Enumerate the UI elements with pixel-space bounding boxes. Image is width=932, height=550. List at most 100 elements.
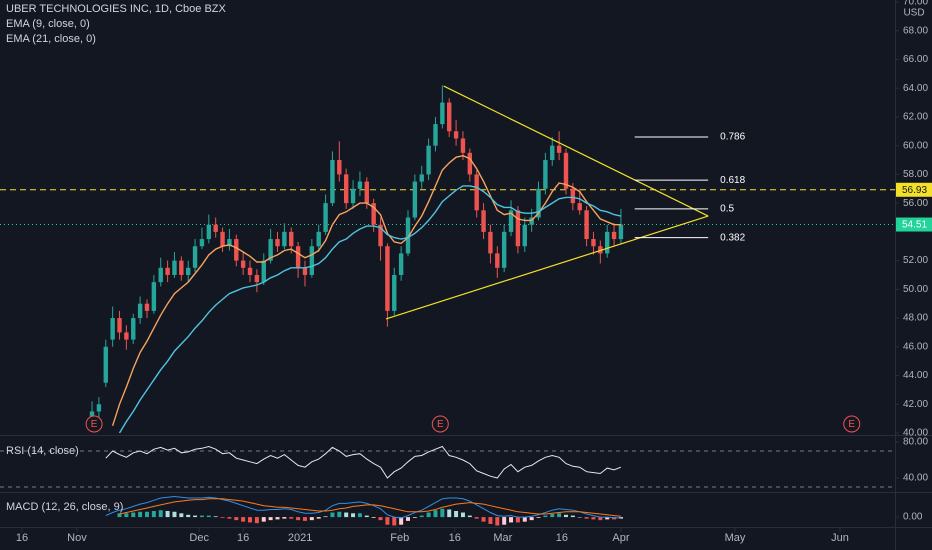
candle-body (412, 181, 418, 218)
signal-line (119, 498, 621, 517)
x-tick-label: May (725, 532, 746, 544)
candle-body (117, 318, 122, 333)
candle-body (550, 145, 555, 161)
histogram-bar (460, 512, 465, 518)
candle-body (247, 267, 253, 275)
x-tick-label: 16 (237, 532, 249, 544)
histogram-bar (234, 517, 239, 521)
price-label-box (896, 217, 932, 232)
event-marker (843, 415, 861, 433)
y-tick-label: 40.00 (903, 473, 928, 484)
histogram-bar (302, 517, 307, 521)
candle-body (254, 274, 260, 283)
histogram-bar (351, 513, 356, 518)
histogram-bar (378, 517, 383, 521)
candle-body (206, 224, 212, 240)
x-tick-label: Apr (612, 532, 629, 544)
candle-body (577, 203, 582, 211)
macd-line (105, 495, 621, 519)
candle-body (179, 260, 184, 275)
histogram-bar (151, 511, 156, 518)
candle-body (591, 239, 596, 247)
price-label: 56.93 (902, 185, 927, 196)
candle-body (110, 318, 115, 340)
event-marker (85, 415, 103, 433)
candle-body (295, 246, 301, 268)
candle-body (563, 152, 569, 189)
histogram-bar (248, 517, 253, 523)
trendline (385, 215, 709, 320)
candle-body (604, 231, 610, 254)
y-tick-label: 68.00 (903, 25, 928, 36)
candle-body (234, 239, 239, 261)
candle-body (137, 303, 143, 319)
y-tick-label: 50.00 (903, 284, 928, 295)
candle-body (618, 224, 624, 240)
candle-body (289, 231, 294, 247)
histogram-bar (268, 517, 273, 521)
x-tick-label: 16 (16, 532, 28, 544)
histogram-bar (406, 517, 411, 521)
histogram-bar (158, 510, 163, 518)
candle-body (172, 260, 177, 275)
event-label: E (848, 419, 855, 430)
y-tick-label: 52.00 (903, 255, 928, 266)
candle-body (309, 246, 315, 275)
candle-body (275, 239, 280, 247)
candle-body (385, 246, 390, 311)
x-tick-label: 2021 (288, 532, 312, 544)
y-tick-label: 70.00 (903, 0, 928, 8)
rsi-line (105, 445, 622, 479)
event-label: E (91, 419, 98, 430)
fib-label: 0.382 (720, 232, 745, 243)
legend-entry: EMA (21, close, 0) (6, 33, 96, 45)
macd-panel (105, 495, 623, 526)
histogram-bar (488, 517, 493, 524)
candle-body (398, 253, 404, 275)
histogram-bar (605, 517, 610, 520)
candle-body (488, 231, 493, 254)
candle-body (495, 253, 500, 268)
histogram-bar (385, 517, 390, 525)
fib-label: 0.786 (720, 132, 745, 143)
candle-body (151, 282, 157, 311)
x-tick-label: Feb (390, 532, 409, 544)
histogram-bar (440, 508, 445, 518)
histogram-bar (282, 517, 287, 519)
x-tick-label: 16 (449, 532, 461, 544)
histogram-bar (598, 517, 603, 521)
candle-body (144, 303, 150, 311)
candle-body (302, 267, 308, 275)
candle-body (419, 174, 424, 182)
candle-body (543, 160, 548, 189)
histogram-bar (371, 517, 376, 518)
histogram-bar (392, 517, 397, 526)
histogram-bar (254, 517, 259, 524)
x-tick-label: Jun (831, 532, 849, 544)
price-panel: 0.786 0.618 0.5 0.382 (0, 85, 895, 434)
price-label-box (896, 182, 932, 197)
histogram-bar (172, 511, 177, 518)
candle-body (330, 160, 335, 204)
y-tick-label: 46.00 (903, 341, 928, 352)
histogram-bar (261, 517, 266, 522)
y-tick-label: 42.00 (903, 399, 928, 410)
histogram-bar (220, 517, 225, 518)
candle-body (556, 145, 562, 153)
candle-body (213, 224, 218, 232)
candle-body (337, 160, 342, 175)
histogram-bar (213, 516, 218, 518)
y-tick-label: 56.00 (903, 198, 928, 209)
candle-body (392, 274, 397, 311)
y-tick-label: 60.00 (903, 140, 928, 151)
candle-body (364, 181, 369, 204)
histogram-bar (447, 509, 452, 518)
candle-body (316, 231, 321, 247)
candle-body (124, 332, 129, 340)
candle-body (453, 131, 459, 139)
histogram-bar (618, 517, 623, 519)
fib-label: 0.5 (720, 204, 734, 215)
histogram-bar (364, 515, 369, 518)
